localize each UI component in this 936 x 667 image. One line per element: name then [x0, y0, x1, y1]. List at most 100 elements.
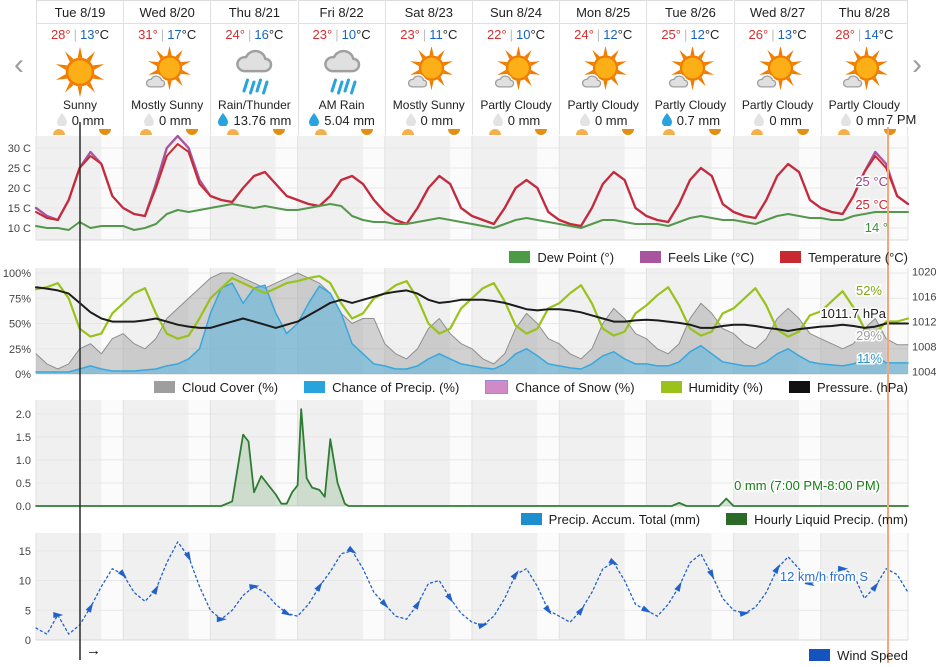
wind-chart[interactable] [36, 533, 908, 640]
precip-drop-icon [405, 112, 417, 129]
low-temp: 16 [254, 27, 269, 42]
daily-precip: 0.7 mm [647, 113, 733, 128]
forecast-day-column[interactable]: Sun 8/24 22° | 10°C Partly Cloudy 0 mm [472, 0, 559, 135]
legend-item[interactable]: Humidity (%) [660, 379, 763, 395]
day-temps: 28° | 14°C [822, 24, 907, 45]
forecast-day-column[interactable]: Wed 8/20 31° | 17°C Mostly Sunny 0 mm [123, 0, 211, 137]
condition-label: Mostly Sunny [392, 98, 465, 112]
svg-text:20 C: 20 C [8, 183, 31, 195]
precip-drop-icon [308, 112, 320, 129]
precip-drop-icon [217, 112, 229, 129]
precip-amount: 0 mm [594, 113, 628, 128]
legend-swatch [485, 380, 509, 394]
sun-times-row [211, 128, 297, 137]
day-temps: 25° | 12°C [647, 24, 733, 45]
condition-label: Partly Cloudy [567, 98, 639, 112]
condition-label: Partly Cloudy [480, 98, 552, 112]
day-name: Wed 8/20 [124, 1, 211, 24]
sunrise-icon [663, 129, 676, 135]
temp-separator: | [857, 27, 862, 42]
legend-item[interactable]: Cloud Cover (%) [154, 380, 278, 395]
wind-legend: Wind Speed [0, 645, 908, 665]
legend-label: Humidity (%) [688, 379, 763, 395]
temp-unit: °C [878, 27, 894, 42]
high-temp: 24° [225, 27, 245, 42]
forecast-day-column[interactable]: Fri 8/22 23° | 10°C AM Rain 5.04 mm [297, 0, 385, 135]
legend-label: Precip. Accum. Total (mm) [548, 511, 701, 527]
sunset-icon [535, 129, 547, 135]
legend-label: Temperature (°C) [808, 249, 908, 265]
low-temp: 17 [167, 27, 182, 42]
forecast-day-column[interactable]: Tue 8/19 28° | 13°C Sunny 0 mm [36, 0, 123, 135]
legend-item[interactable]: Temperature (°C) [780, 250, 908, 265]
precipitation-legend: Precip. Accum. Total (mm) Hourly Liquid P… [0, 509, 908, 529]
next-days-button[interactable]: › [912, 48, 922, 81]
prev-days-button[interactable]: ‹ [14, 48, 24, 81]
svg-text:15 C: 15 C [8, 203, 31, 215]
sun-times-row [124, 128, 210, 137]
pan-right-arrow[interactable]: → [86, 642, 101, 659]
temp-unit: °C [94, 27, 110, 42]
legend-item[interactable]: Dew Point (°) [509, 250, 614, 265]
high-temp: 23° [312, 27, 333, 42]
temperature-chart[interactable] [36, 136, 908, 240]
svg-text:25 C: 25 C [8, 163, 31, 175]
legend-label: Chance of Snow (%) [515, 379, 635, 395]
precip-drop-icon [661, 112, 673, 129]
forecast-day-column[interactable]: Tue 8/26 25° | 12°C Partly Cloudy 0.7 mm [646, 0, 734, 137]
high-temp: 25° [661, 27, 681, 42]
legend-item[interactable]: Chance of Precip. (%) [304, 380, 459, 395]
legend-item[interactable]: Hourly Liquid Precip. (mm) [726, 512, 908, 527]
low-temp: 12 [603, 27, 618, 42]
legend-item[interactable]: Precip. Accum. Total (mm) [520, 511, 701, 527]
low-temp: 13 [80, 27, 95, 42]
svg-text:1.0: 1.0 [16, 455, 31, 467]
weather-icon [386, 45, 472, 98]
sunset-icon [796, 129, 809, 135]
legend-item[interactable]: Wind Speed [809, 648, 908, 663]
legend-item[interactable]: Feels Like (°C) [640, 250, 754, 265]
sun-cloud-icon [755, 46, 802, 90]
sunrise-icon [576, 129, 589, 135]
temp-unit: °C [617, 27, 633, 42]
svg-text:1016.: 1016. [912, 292, 936, 304]
day-temps: 26° | 13°C [735, 24, 821, 45]
temp-separator: | [335, 27, 339, 42]
sun-times-row [647, 128, 733, 137]
daily-precip: 0 mm [473, 113, 559, 128]
day-temps: 23° | 11°C [386, 24, 472, 45]
legend-item[interactable]: Chance of Snow (%) [485, 379, 635, 395]
forecast-day-column[interactable]: Thu 8/21 24° | 16°C Rain/Thunder 13.76 mm [210, 0, 298, 137]
temp-unit: °C [442, 27, 458, 42]
sun-times-row [37, 128, 123, 137]
forecast-day-column[interactable]: Sat 8/23 23° | 11°C Mostly Sunny 0 mm [384, 0, 472, 135]
sunrise-icon [837, 129, 850, 135]
sun-cloud-icon [841, 46, 889, 90]
precipitation-chart[interactable] [36, 400, 908, 506]
temp-separator: | [684, 27, 688, 42]
day-name: Fri 8/22 [298, 1, 385, 24]
sunrise-icon [314, 129, 327, 135]
condition-label: Sunny [62, 98, 98, 112]
sunset-icon [447, 129, 460, 135]
forecast-day-column[interactable]: Thu 8/28 28° | 14°C Partly Cloudy 0 mm [820, 0, 908, 135]
forecast-day-column[interactable]: Wed 8/27 26° | 13°C Partly Cloudy 0 mm [733, 0, 821, 135]
temp-separator: | [160, 27, 165, 42]
sun-cloud-icon [667, 46, 715, 90]
condition-label: Rain/Thunder [218, 98, 291, 112]
atmosphere-chart[interactable] [36, 268, 908, 374]
forecast-day-column[interactable]: Mon 8/25 24° | 12°C Partly Cloudy 0 mm [559, 0, 647, 135]
legend-item[interactable]: Pressure. (hPa) [788, 380, 908, 395]
day-temps: 24° | 12°C [560, 24, 646, 45]
weather-icon [473, 45, 559, 98]
svg-text:2.0: 2.0 [16, 409, 31, 421]
temp-separator: | [73, 27, 77, 42]
legend-swatch [660, 381, 682, 393]
precip-drop-icon [56, 112, 68, 129]
low-temp: 10 [341, 27, 357, 42]
legend-swatch [304, 381, 326, 393]
temp-unit: °C [356, 27, 371, 42]
svg-text:50%: 50% [9, 319, 31, 331]
svg-text:10: 10 [19, 576, 31, 588]
